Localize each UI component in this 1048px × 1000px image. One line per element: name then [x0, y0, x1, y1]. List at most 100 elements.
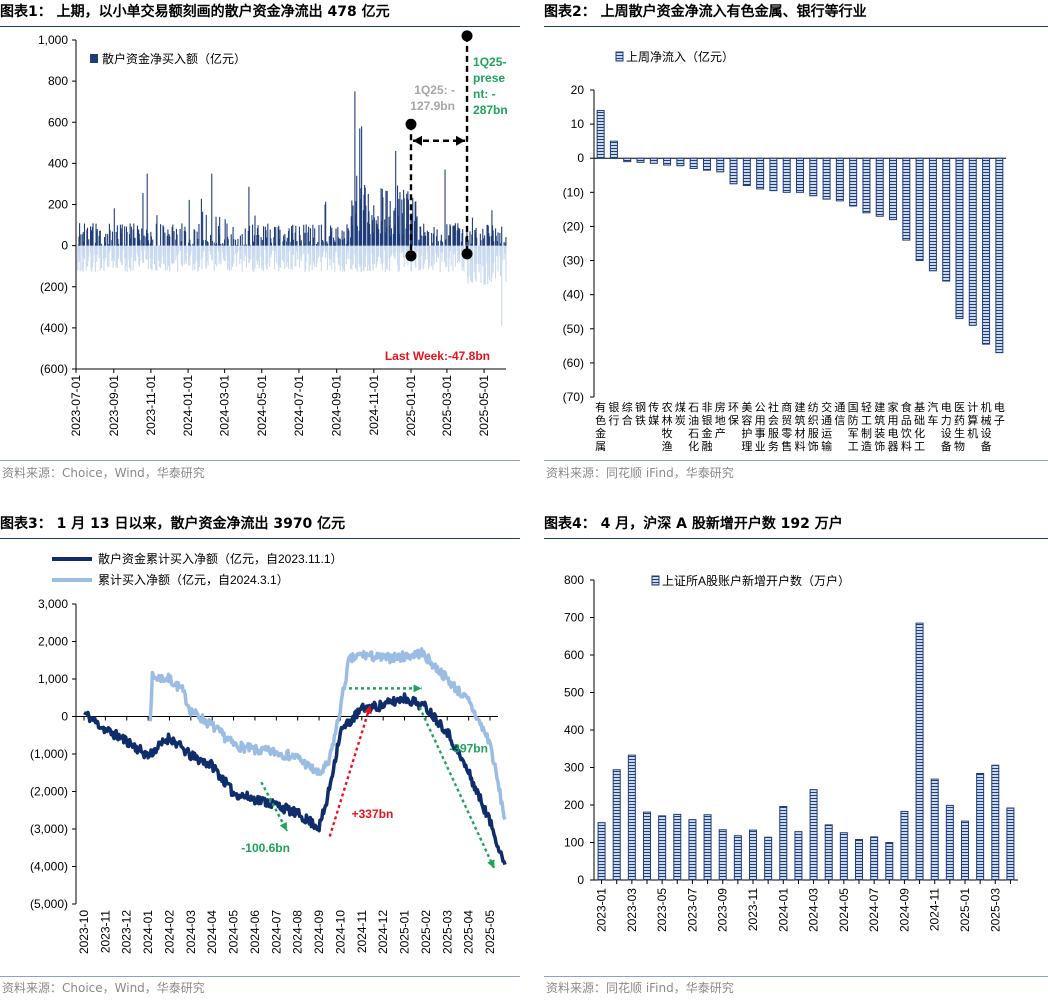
bar-positive: [360, 188, 362, 246]
bar-positive: [419, 226, 421, 246]
bar-negative: [390, 245, 392, 256]
bar-negative: [329, 245, 331, 266]
x-category-char: 产: [715, 426, 726, 440]
bar-negative: [420, 245, 422, 256]
bar: [643, 811, 651, 881]
bar-negative: [331, 245, 333, 270]
bar-negative: [104, 245, 106, 262]
bar: [779, 806, 788, 881]
bar-positive: [129, 223, 131, 246]
bar-positive: [267, 223, 269, 246]
bar-negative: [183, 245, 185, 265]
bar-negative: [420, 245, 422, 269]
bar-negative: [448, 245, 450, 272]
bar-positive: [264, 226, 266, 246]
x-tick-label: 2023-09-01: [107, 375, 121, 437]
bar-negative: [237, 245, 239, 252]
bar-positive: [397, 216, 399, 246]
bar-positive: [88, 239, 90, 246]
annotation-1q25-present: prese: [473, 71, 505, 85]
bar-positive: [92, 223, 94, 246]
period-arrow-head-right: [456, 135, 466, 146]
bar: [822, 157, 831, 200]
bar-negative: [103, 245, 105, 271]
x-category-char: 用: [888, 415, 899, 427]
bar-negative: [418, 245, 421, 257]
bar-negative: [483, 245, 485, 285]
bar-negative: [171, 245, 173, 263]
bar-negative: [390, 245, 392, 257]
bar-negative: [211, 245, 213, 261]
bar-negative: [415, 245, 417, 255]
bar-positive: [171, 227, 173, 246]
bar-positive: [145, 236, 147, 246]
bar-positive: [278, 225, 280, 246]
bar-negative: [350, 245, 352, 260]
bar-negative: [214, 245, 216, 265]
bar: [627, 754, 636, 881]
x-category-char: 服: [808, 427, 819, 440]
bar-negative: [262, 245, 264, 269]
bar-negative: [177, 245, 179, 273]
bar-positive: [402, 234, 404, 246]
bar-negative: [356, 245, 358, 272]
bar-negative: [495, 245, 497, 279]
bar-negative: [172, 245, 174, 264]
bar-positive: [273, 237, 275, 246]
bar-positive: [467, 240, 469, 246]
bar-positive: [215, 216, 217, 246]
x-tick-label: 2024-03-01: [218, 375, 232, 437]
bar-negative: [478, 245, 480, 273]
bar-negative: [333, 245, 335, 257]
x-tick-label: 2024-11: [928, 888, 942, 931]
arrow-decline-2025-head: [487, 859, 495, 869]
bar-negative: [98, 245, 100, 259]
x-category-char: 品: [901, 414, 912, 427]
bar-negative: [376, 245, 378, 265]
bar-negative: [230, 245, 232, 271]
bar-positive: [209, 234, 212, 246]
bar-negative: [290, 245, 292, 269]
annotation-1q25: 127.9bn: [410, 99, 455, 113]
bar-negative: [278, 245, 280, 268]
bar-negative: [354, 245, 357, 269]
x-tick-label: 2024-09: [312, 910, 326, 954]
bar-positive: [440, 240, 442, 246]
bar-negative: [487, 245, 489, 284]
x-category-char: 通: [834, 401, 845, 414]
bar-negative: [297, 245, 299, 260]
bar-negative: [372, 245, 374, 265]
bar-negative: [113, 245, 115, 259]
bar-positive: [305, 224, 307, 246]
bar-positive: [224, 239, 226, 246]
bar-positive: [201, 242, 203, 246]
bar-negative: [309, 245, 311, 266]
x-tick-label: 2024-05-01: [255, 375, 269, 437]
bar-positive: [270, 242, 273, 246]
bar-positive: [491, 225, 494, 246]
marker-dot: [405, 250, 417, 262]
x-tick-label: 2025-01: [958, 888, 972, 932]
annotation-a3: -397bn: [449, 741, 488, 755]
panel-3-title: 图表3： 1 月 13 日以来，散户资金净流出 3970 亿元: [0, 516, 346, 532]
bar-negative: [450, 245, 452, 266]
y-tick-label: 0: [577, 151, 584, 165]
bar-positive: [418, 242, 421, 246]
panel-3: 图表3： 1 月 13 日以来，散户资金净流出 3970 亿元 (5,000)(…: [0, 512, 520, 1000]
x-tick-label: 2023-10: [77, 910, 91, 954]
bar-positive: [314, 228, 316, 246]
y-tick-label: 400: [48, 156, 68, 170]
x-tick-label: 2023-05: [655, 888, 669, 932]
bar-negative: [96, 245, 98, 262]
bar-negative: [330, 245, 332, 260]
legend-label: 上周净流入（亿元）: [626, 49, 734, 64]
bar-negative: [105, 245, 107, 258]
bar-negative: [497, 245, 499, 272]
bar-positive: [224, 219, 226, 246]
x-tick-label: 2024-02: [162, 910, 176, 954]
bar-positive: [172, 224, 174, 246]
series-line-cumulative-2023: [83, 692, 507, 866]
bar-negative: [488, 245, 491, 281]
bar-negative: [301, 245, 303, 256]
chart-3: (5,000) (4,000) (3,000) (2,000) (1,000) 0 1,00…: [30, 551, 507, 954]
